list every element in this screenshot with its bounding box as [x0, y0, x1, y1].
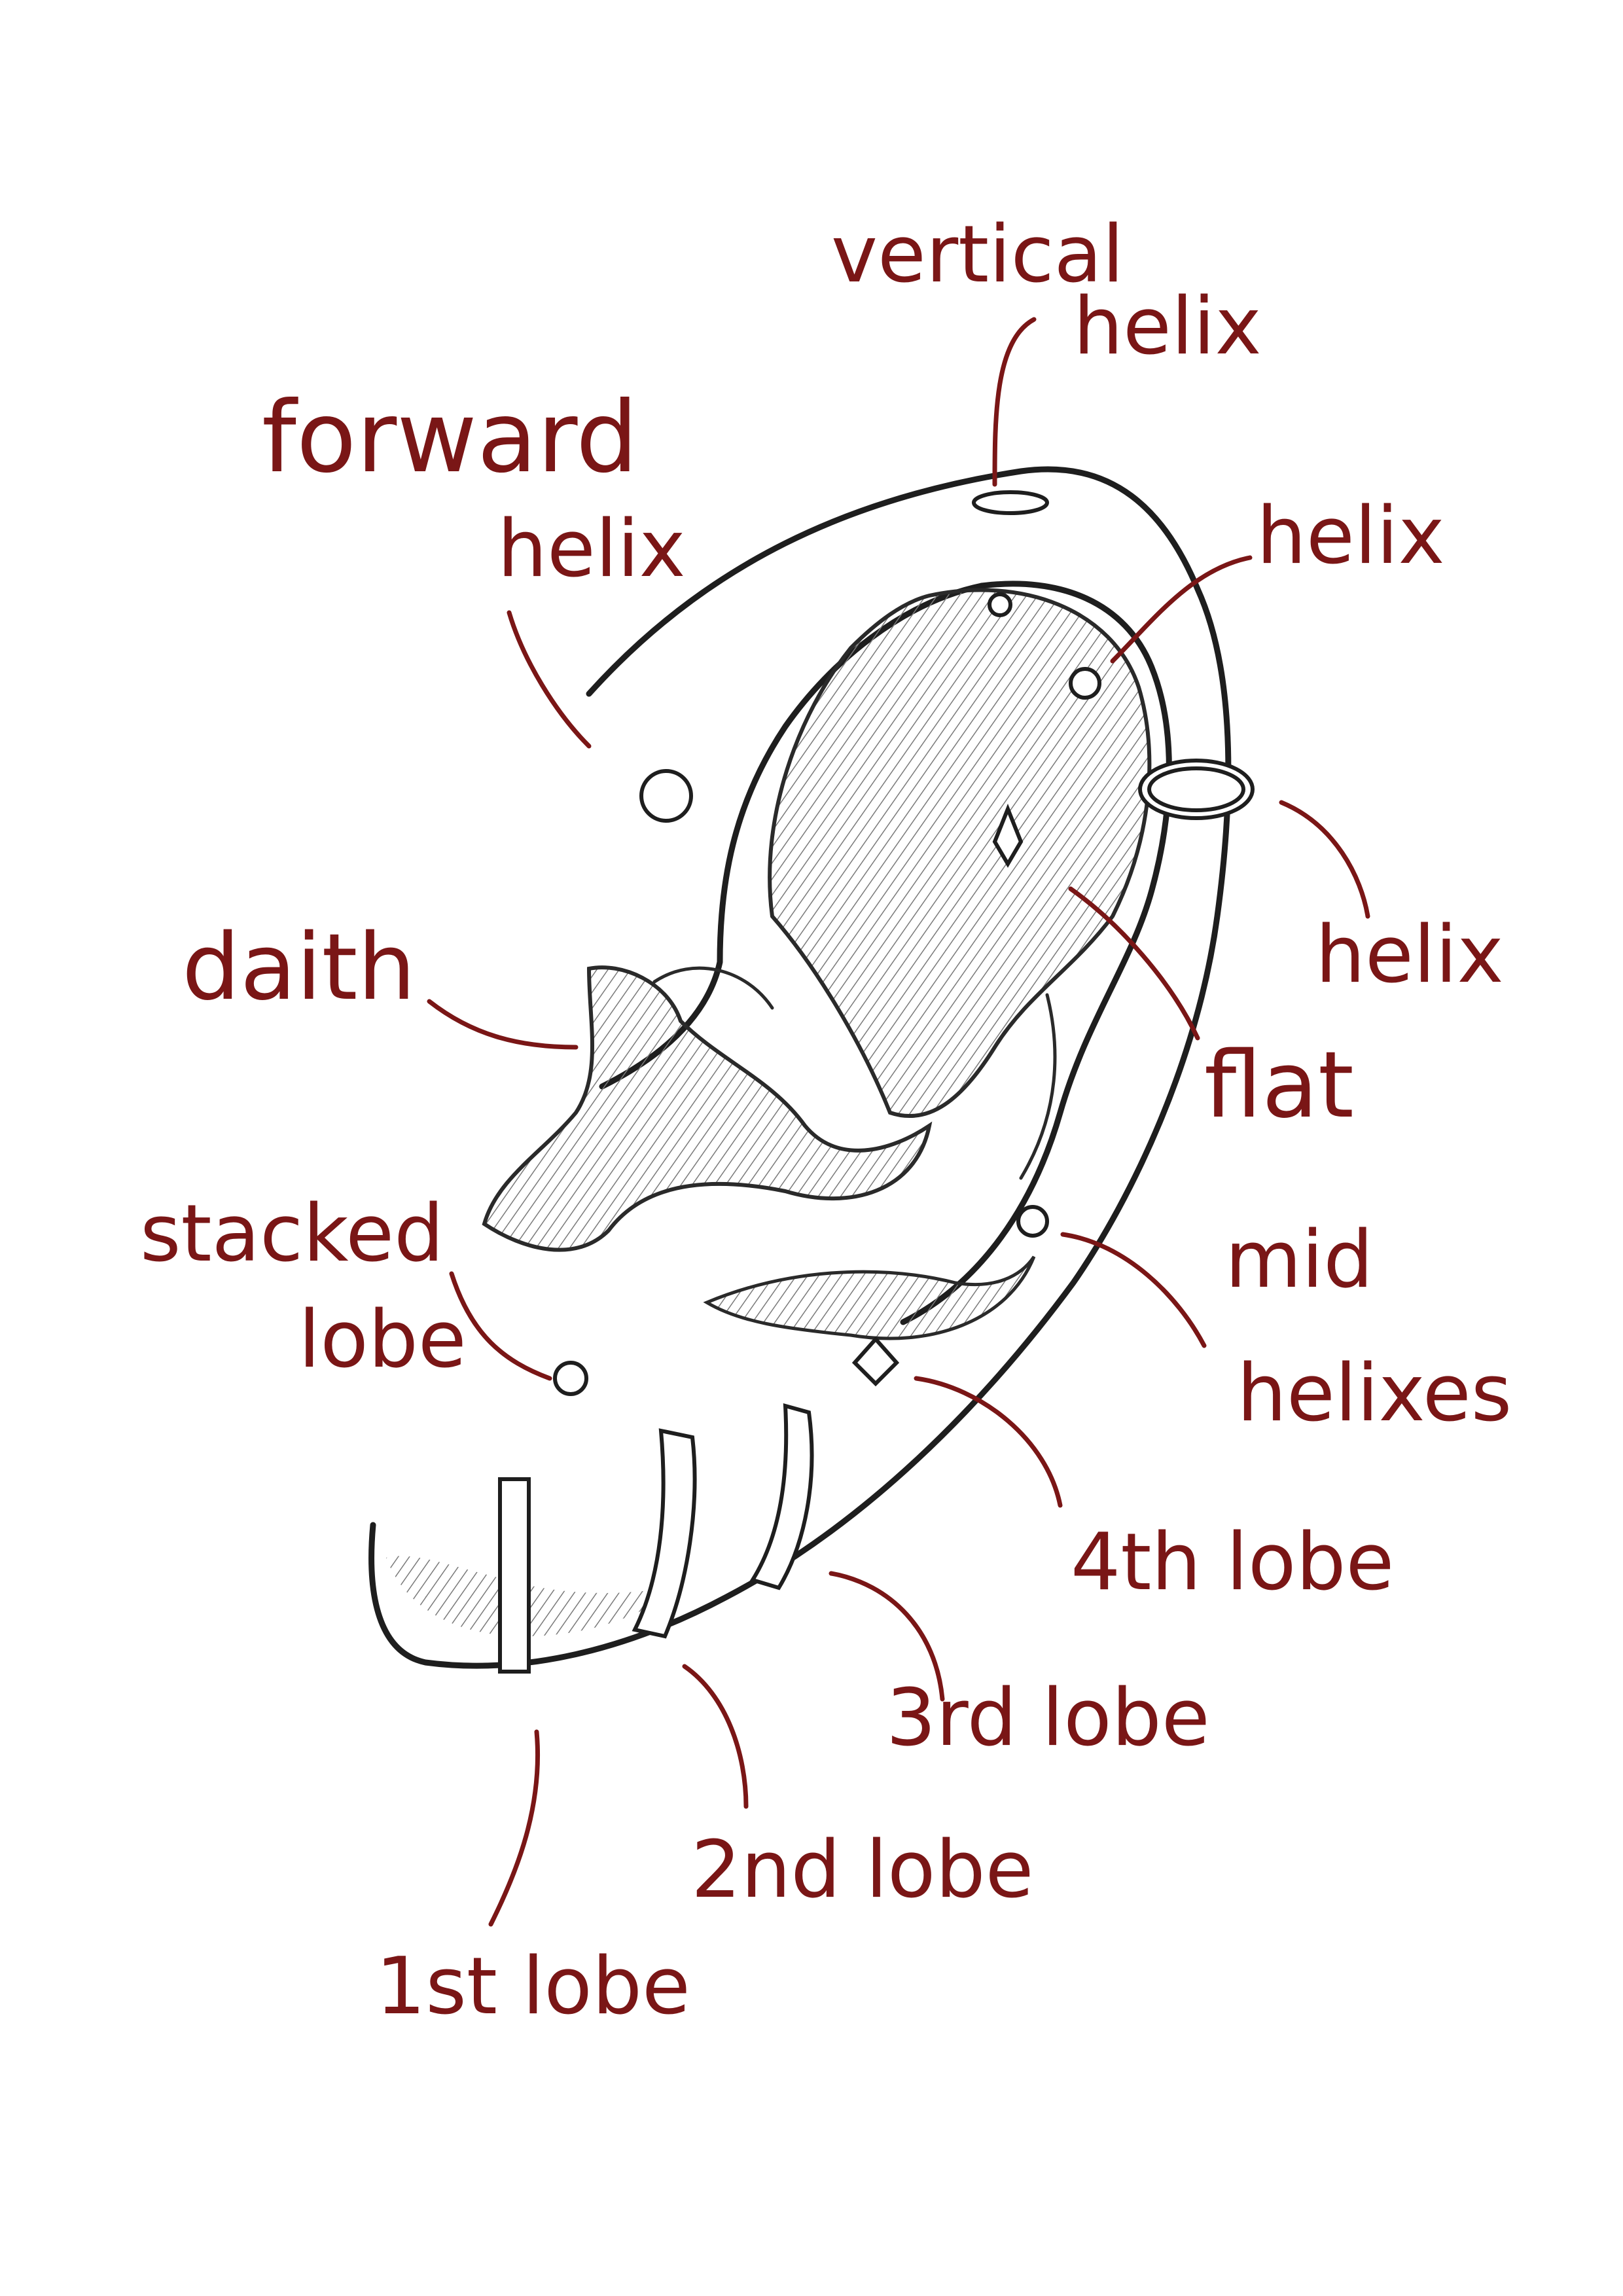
label-vertical-helix-line1: vertical	[831, 209, 1124, 300]
labels: vertical helix forward helix helix helix…	[140, 209, 1512, 2032]
label-3rd-lobe: 3rd lobe	[886, 1673, 1210, 1764]
third-lobe-hoop	[749, 1403, 814, 1590]
label-forward-helix-line1: forward	[262, 381, 638, 495]
mid-helixes-leader	[1060, 1232, 1207, 1348]
ear-outer-rim	[368, 466, 1232, 1669]
label-vertical-helix-line2: helix	[1073, 281, 1262, 372]
flat-diamond-stud	[992, 803, 1024, 868]
piercing-jewelry	[498, 490, 1255, 1674]
ear-helix-fold	[1019, 993, 1057, 1180]
label-leaders	[427, 317, 1370, 1927]
ear-tragus-fold	[652, 966, 774, 1010]
flat-leader	[1068, 886, 1200, 1041]
second-lobe-leader	[682, 1664, 749, 1809]
label-forward-helix-line2: helix	[497, 504, 686, 595]
ear-concha-outline	[900, 581, 1172, 1325]
ear-lobe-shadow	[386, 1556, 687, 1636]
label-daith: daith	[182, 914, 416, 1021]
stacked-lobe-stud	[553, 1361, 588, 1396]
forward-helix-stud	[639, 769, 693, 823]
first-lobe-bar	[498, 1477, 531, 1674]
label-4th-lobe: 4th lobe	[1071, 1517, 1394, 1608]
label-stacked-lobe-line1: stacked	[140, 1189, 444, 1280]
label-stacked-lobe-line2: lobe	[298, 1295, 467, 1386]
helix-stud-small	[988, 592, 1012, 617]
fourth-lobe-diamond-stud	[851, 1336, 900, 1387]
ear-upper-cavity	[768, 588, 1152, 1118]
vertical-helix-leader	[992, 317, 1037, 487]
fourth-lobe-leader	[914, 1376, 1063, 1508]
label-mid-helixes-line2: helixes	[1237, 1348, 1512, 1439]
third-lobe-leader	[829, 1571, 945, 1702]
helix-hoop-ring-inner	[1147, 766, 1245, 812]
vertical-helix-barbell	[972, 490, 1049, 515]
label-2nd-lobe: 2nd lobe	[691, 1825, 1033, 1916]
daith-leader	[427, 999, 579, 1050]
stacked-lobe-leader	[449, 1271, 552, 1381]
second-lobe-hoop	[632, 1428, 697, 1639]
label-flat: flat	[1204, 1032, 1354, 1139]
forward-helix-leader	[507, 610, 592, 749]
mid-helix-stud	[1016, 1205, 1049, 1238]
label-mid-helixes-line1: mid	[1225, 1215, 1373, 1306]
helix-stud	[1069, 667, 1101, 700]
label-helix-lower: helix	[1315, 910, 1504, 1001]
first-lobe-leader	[488, 1729, 541, 1927]
label-helix-upper: helix	[1257, 491, 1445, 582]
helix-upper-leader	[1110, 555, 1253, 664]
helix-lower-leader	[1279, 800, 1370, 919]
ear-daith-cavity	[482, 965, 933, 1252]
ear-lower-shadow	[703, 1255, 1036, 1340]
label-1st-lobe: 1st lobe	[376, 1941, 690, 2032]
ear-illustration	[368, 466, 1232, 1669]
